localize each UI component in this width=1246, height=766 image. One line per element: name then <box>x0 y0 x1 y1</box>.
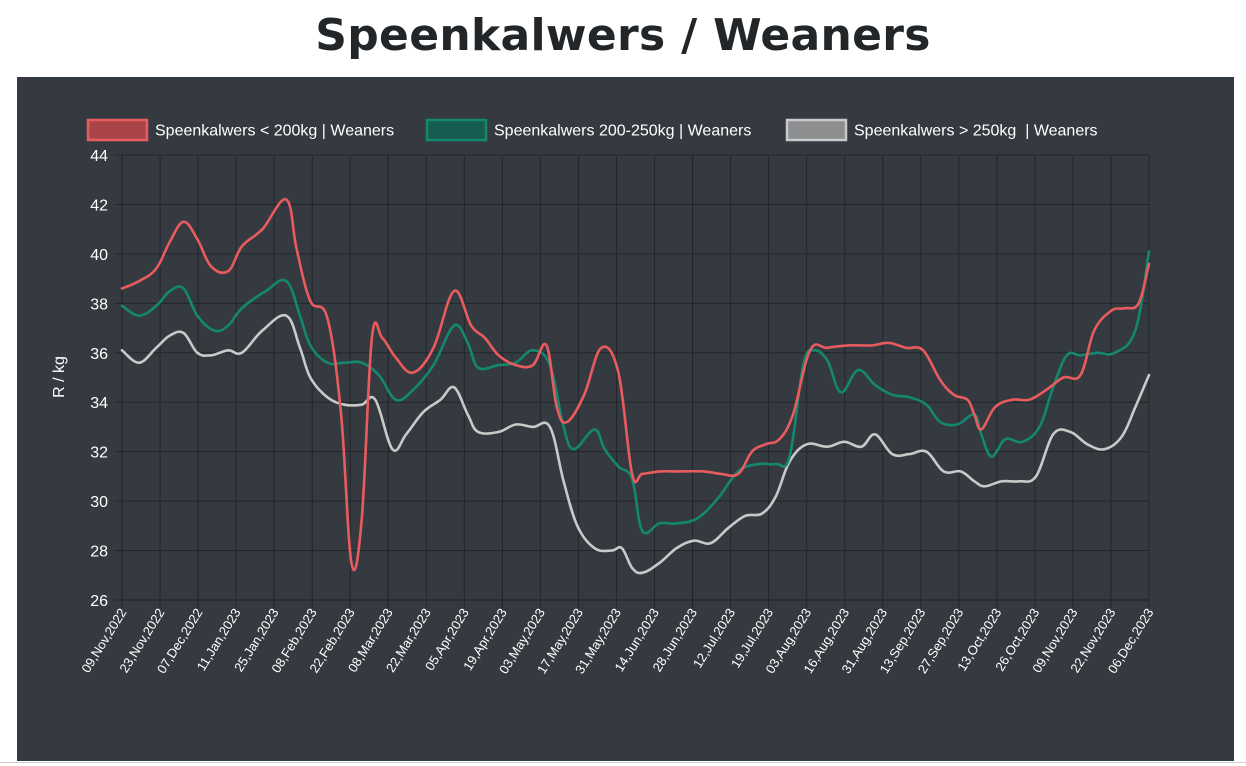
y-tick-label: 30 <box>90 494 108 511</box>
line-chart: 26 28 30 32 34 36 38 40 42 44 09,Nov,202223,Nov,2… <box>51 118 1157 677</box>
page-divider <box>0 762 1246 763</box>
y-axis: 26 28 30 32 34 36 38 40 42 44 <box>90 148 122 610</box>
legend-label: Speenkalwers 200-250kg | Weaners <box>494 123 751 140</box>
y-axis-label: R / kg <box>51 356 68 398</box>
page-title: Speenkalwers / Weaners <box>315 10 931 61</box>
legend-item[interactable]: Speenkalwers < 200kg | Weaners <box>86 118 394 142</box>
y-tick-label: 40 <box>90 247 108 264</box>
chart-legend: Speenkalwers < 200kg | Weaners Speenkalwe… <box>86 118 1098 142</box>
y-tick-label: 36 <box>90 346 108 363</box>
legend-item[interactable]: Speenkalwers 200-250kg | Weaners <box>425 118 751 142</box>
series-line <box>120 313 1151 575</box>
legend-label: Speenkalwers < 200kg | Weaners <box>155 123 394 140</box>
chart-series <box>120 198 1151 575</box>
legend-swatch <box>425 118 488 142</box>
series-line <box>120 198 1151 572</box>
legend-swatch <box>785 118 848 142</box>
legend-swatch <box>86 118 149 142</box>
y-tick-label: 42 <box>90 197 108 214</box>
y-tick-label: 28 <box>90 544 108 561</box>
y-tick-label: 38 <box>90 296 108 313</box>
x-axis: 09,Nov,202223,Nov,202207,Dec,202211,Jan,… <box>78 606 1156 677</box>
y-tick-label: 34 <box>90 395 108 412</box>
legend-label: Speenkalwers > 250kg | Weaners <box>854 123 1098 140</box>
legend-item[interactable]: Speenkalwers > 250kg | Weaners <box>785 118 1098 142</box>
chart-panel: 26 28 30 32 34 36 38 40 42 44 09,Nov,2022 23,Nov,2… <box>17 77 1234 761</box>
y-tick-label: 32 <box>90 445 108 462</box>
y-tick-label: 44 <box>90 148 108 165</box>
series-line <box>120 250 1151 535</box>
y-tick-label: 26 <box>90 593 108 610</box>
chart-grid <box>121 154 1150 608</box>
